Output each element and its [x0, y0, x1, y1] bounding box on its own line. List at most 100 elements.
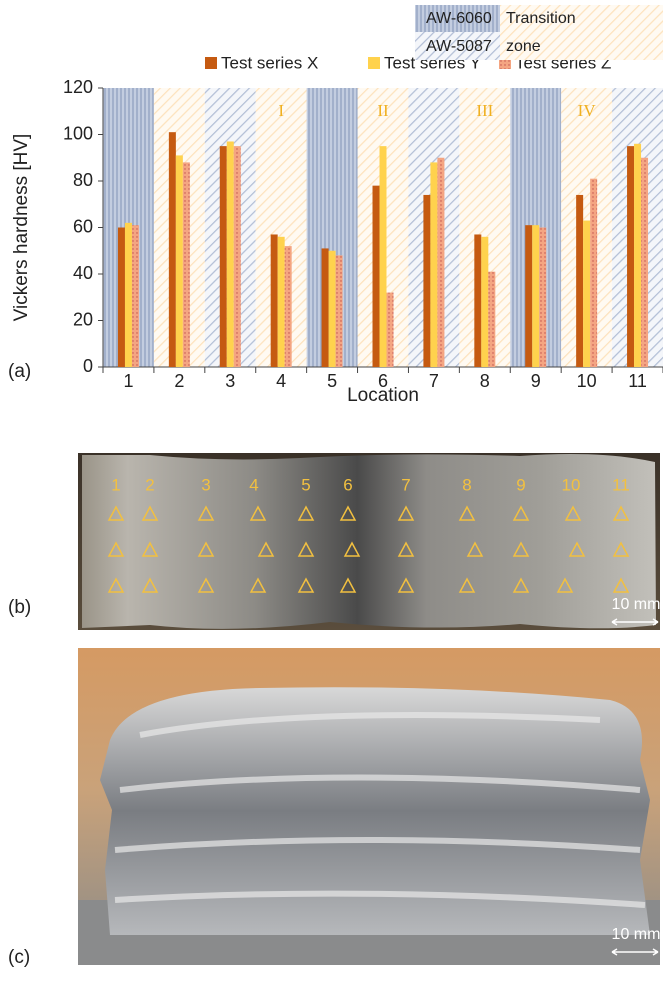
zone-legend-box — [415, 5, 500, 32]
x-tick-label: 1 — [123, 371, 133, 391]
x-tick-label: 5 — [327, 371, 337, 391]
indent-marker — [343, 541, 361, 557]
x-tick-label: 8 — [480, 371, 490, 391]
bar — [379, 146, 387, 367]
indent-marker — [512, 577, 530, 593]
bar — [226, 141, 234, 367]
x-tick-label: 11 — [628, 371, 647, 391]
scale-bar — [611, 618, 659, 626]
x-tick-label: 6 — [378, 371, 388, 391]
y-tick-label: 0 — [83, 356, 93, 376]
bar — [284, 246, 292, 367]
bar — [481, 236, 489, 367]
bar — [117, 227, 125, 367]
bar — [576, 194, 584, 367]
panel-label: (a) — [8, 361, 31, 382]
y-tick-label: 60 — [73, 216, 93, 236]
location-label: 8 — [462, 475, 471, 494]
bar — [372, 185, 380, 367]
indent-marker — [397, 541, 415, 557]
bar — [590, 178, 598, 367]
bar — [124, 222, 132, 367]
indent-marker — [612, 577, 630, 593]
indent-marker — [564, 505, 582, 521]
x-tick-label: 4 — [276, 371, 286, 391]
indent-marker — [197, 505, 215, 521]
location-label: 1 — [111, 475, 120, 494]
location-label: 6 — [343, 475, 352, 494]
zone-legend-box — [415, 32, 500, 60]
bar — [175, 155, 183, 367]
x-axis-label: Location — [347, 385, 419, 406]
indent-marker — [458, 577, 476, 593]
indent-marker — [197, 577, 215, 593]
x-tick-label: 7 — [429, 371, 439, 391]
bar — [583, 220, 591, 367]
bar — [182, 162, 190, 367]
x-tick-label: 9 — [531, 371, 541, 391]
indent-marker — [107, 577, 125, 593]
legend-label: Test series X — [221, 53, 318, 72]
bar — [539, 227, 547, 367]
indent-marker — [141, 505, 159, 521]
bar — [525, 225, 533, 367]
bar — [474, 234, 482, 367]
indent-marker — [297, 541, 315, 557]
location-label: 5 — [301, 475, 310, 494]
zone-legend-box — [500, 5, 663, 60]
zone-legend-label: AW-6060 — [426, 10, 492, 27]
photo-c-layers — [114, 712, 646, 908]
indent-marker — [556, 577, 574, 593]
indent-marker — [249, 577, 267, 593]
indent-marker — [107, 505, 125, 521]
bar — [430, 162, 438, 367]
zone-annotation: II — [377, 101, 389, 120]
legend-swatch — [368, 57, 380, 69]
y-tick-label: 40 — [73, 263, 93, 283]
indent-marker — [141, 577, 159, 593]
location-label: 10 — [562, 475, 581, 494]
bar — [488, 271, 496, 367]
indent-marker — [397, 577, 415, 593]
bar — [328, 250, 336, 367]
legend-swatch — [205, 57, 217, 69]
x-tick-label: 10 — [577, 371, 597, 391]
indent-marker — [297, 577, 315, 593]
indent-marker — [257, 541, 275, 557]
indent-marker — [568, 541, 586, 557]
scale-bar — [611, 948, 659, 956]
x-tick-label: 2 — [174, 371, 184, 391]
zone-annotation: IV — [578, 101, 597, 120]
panel-label: (b) — [8, 597, 31, 618]
x-tick-label: 3 — [225, 371, 235, 391]
bar — [233, 146, 241, 367]
zone-annotation: I — [278, 101, 284, 120]
bar — [168, 132, 176, 367]
bar — [627, 146, 635, 367]
y-tick-label: 80 — [73, 170, 93, 190]
y-axis-label: Vickers hardness [HV] — [11, 134, 32, 322]
location-label: 11 — [612, 475, 630, 494]
location-label: 3 — [201, 475, 210, 494]
bar — [335, 255, 343, 367]
bar — [423, 194, 431, 367]
indent-marker — [107, 541, 125, 557]
indent-marker — [612, 541, 630, 557]
y-tick-label: 100 — [63, 123, 93, 143]
indent-marker — [249, 505, 267, 521]
indent-marker — [297, 505, 315, 521]
bar — [532, 225, 540, 367]
bar — [277, 236, 285, 367]
indent-marker — [141, 541, 159, 557]
bar — [321, 248, 329, 367]
bar — [386, 292, 394, 367]
location-label: 4 — [249, 475, 258, 494]
bar — [270, 234, 278, 367]
zone-annotation: III — [476, 101, 493, 120]
photo-b-specimen — [82, 454, 656, 629]
bar — [219, 146, 227, 367]
indent-marker — [397, 505, 415, 521]
location-label: 7 — [401, 475, 410, 494]
photo-c-part — [100, 687, 650, 935]
